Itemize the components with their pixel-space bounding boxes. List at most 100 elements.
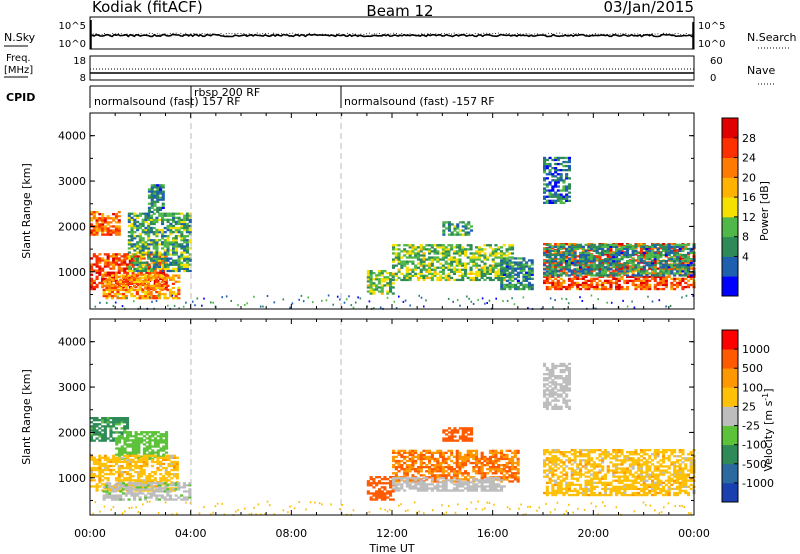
echo-cell — [447, 268, 451, 271]
echo-cell — [146, 290, 150, 294]
echo-cell — [559, 262, 563, 265]
echo-cell — [138, 222, 142, 226]
echo-cell — [126, 433, 130, 436]
echo-cell — [180, 239, 184, 242]
echo-cell — [408, 246, 412, 249]
echo-cell — [488, 459, 492, 463]
echo-cell — [130, 239, 134, 242]
echo-cell — [159, 479, 163, 482]
echo-cell — [687, 285, 691, 289]
echo-cell — [567, 279, 571, 282]
echo-cell — [101, 257, 105, 260]
echo-cell — [551, 274, 555, 277]
echo-cell — [161, 218, 165, 221]
echo-cell — [105, 484, 109, 487]
echo-cell — [152, 220, 156, 224]
echo-cell — [135, 290, 139, 294]
echo-cell — [500, 257, 504, 260]
echo-cell — [556, 283, 560, 287]
echo-cell — [464, 266, 468, 269]
echo-cell — [554, 191, 558, 194]
echo-cell — [163, 263, 167, 266]
echo-cell — [579, 258, 583, 261]
echo-cell — [369, 284, 373, 287]
echo-cell — [405, 278, 409, 282]
echo-cell — [491, 268, 495, 271]
echo-cell — [469, 258, 473, 261]
echo-cell — [123, 466, 127, 470]
echo-cell — [631, 283, 635, 287]
echo-cell — [109, 431, 113, 434]
echo-cell — [95, 277, 99, 280]
echo-cell — [177, 222, 181, 226]
echo-cell — [548, 277, 552, 280]
echo-cell — [273, 301, 276, 304]
echo-cell — [138, 249, 142, 252]
echo-cell — [153, 451, 157, 454]
echo-cell — [609, 253, 613, 257]
echo-cell — [137, 265, 141, 268]
echo-cell — [386, 496, 390, 499]
echo-cell — [101, 233, 105, 236]
echo-cell — [617, 270, 621, 273]
echo-cell — [117, 466, 121, 470]
echo-cell — [488, 254, 492, 257]
echo-cell — [403, 470, 407, 473]
echo-cell — [106, 221, 110, 224]
echo-cell — [166, 274, 170, 277]
echo-cell — [166, 257, 170, 260]
echo-cell — [433, 464, 437, 467]
echo-cell — [102, 274, 106, 277]
echo-cell — [90, 273, 94, 276]
echo-cell — [177, 496, 181, 499]
echo-cell — [556, 156, 560, 160]
echo-cell — [164, 477, 168, 480]
echo-cell — [637, 267, 641, 270]
echo-cell — [651, 260, 655, 263]
echo-cell — [119, 280, 123, 283]
echo-cell — [545, 189, 549, 192]
echo-cell — [416, 276, 420, 280]
echo-cell — [411, 268, 415, 271]
echo-cell — [664, 243, 668, 246]
echo-cell — [408, 250, 412, 253]
echo-cell — [455, 246, 459, 249]
echo-cell — [389, 480, 393, 483]
echo-cell — [567, 245, 571, 248]
echo-cell — [570, 243, 574, 246]
echo-cell — [416, 457, 420, 461]
echo-cell — [565, 274, 569, 277]
echo-cell — [642, 266, 646, 269]
echo-cell — [576, 287, 580, 291]
echo-cell — [598, 287, 602, 291]
echo-cell — [372, 482, 376, 485]
echo-cell — [372, 278, 376, 281]
echo-cell — [551, 158, 555, 162]
echo-cell — [617, 253, 621, 257]
echo-cell — [144, 212, 148, 215]
echo-cell — [102, 292, 106, 296]
echo-cell — [144, 267, 148, 270]
echo-cell — [152, 284, 156, 287]
echo-cell — [103, 425, 107, 428]
echo-cell — [447, 221, 451, 224]
echo-cell — [684, 261, 688, 264]
echo-cell — [595, 258, 599, 261]
echo-cell — [673, 277, 677, 280]
echo-cell — [505, 283, 509, 287]
echo-cell — [466, 244, 470, 247]
echo-cell — [441, 276, 445, 280]
echo-cell — [149, 494, 153, 497]
echo-cell — [146, 276, 150, 279]
echo-cell — [312, 301, 314, 304]
echo-cell — [556, 193, 560, 196]
echo-cell — [106, 231, 110, 234]
echo-cell — [103, 225, 107, 228]
echo-cell — [579, 251, 583, 255]
echo-cell — [144, 243, 148, 246]
echo-cell — [152, 257, 156, 260]
echo-cell — [155, 299, 158, 302]
echo-cell — [152, 486, 156, 489]
echo-cell — [603, 251, 607, 255]
echo-cell — [164, 255, 168, 258]
